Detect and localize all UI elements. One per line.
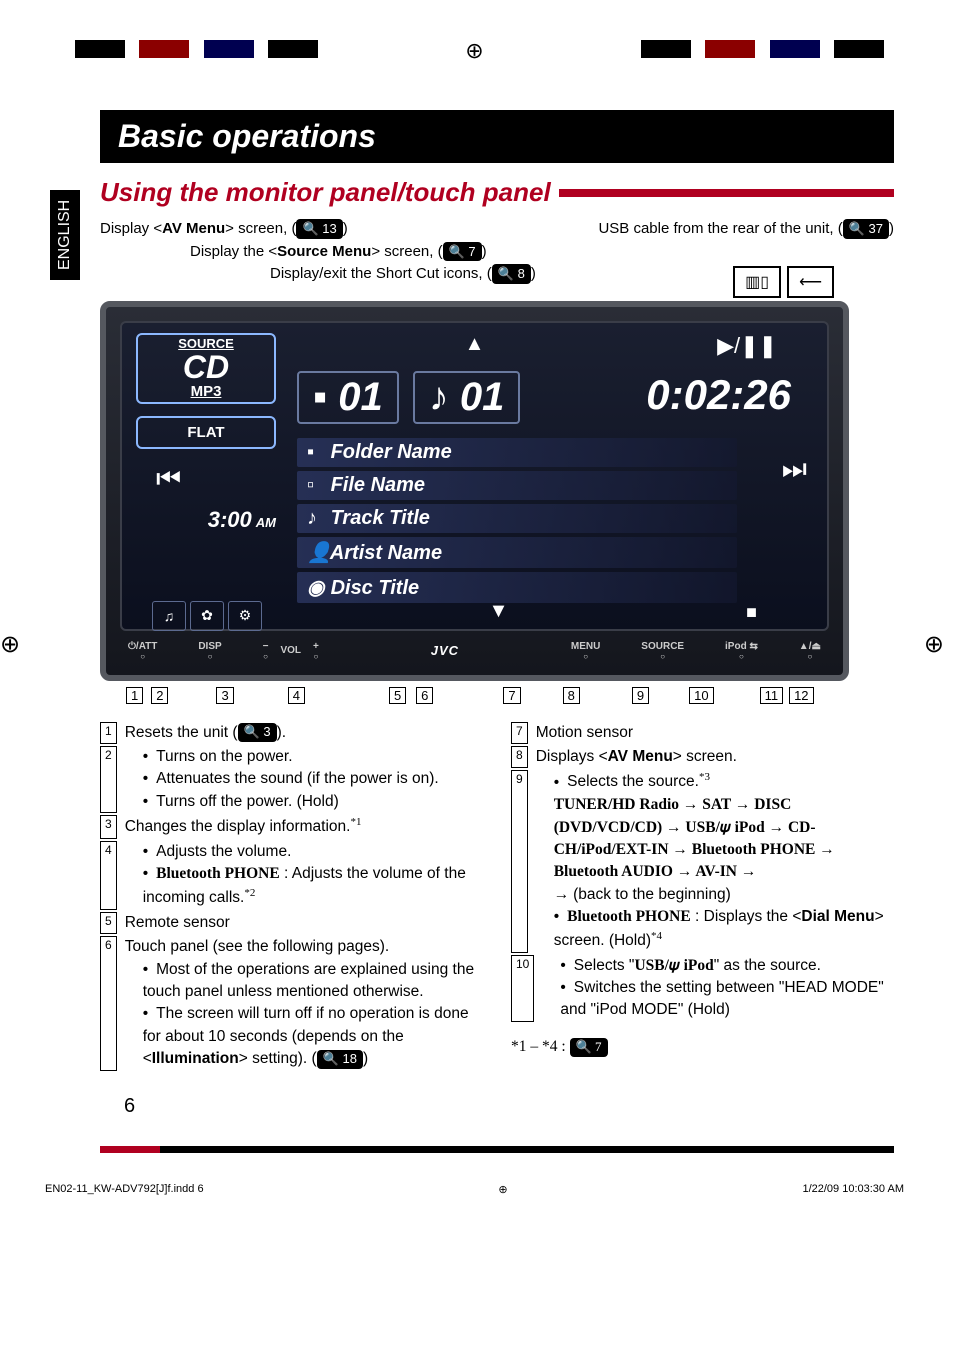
reg-block [75,40,125,58]
section-rule [559,189,894,197]
magnify-icon: 🔍 7 [570,1038,608,1057]
artist-name-line: 👤 Artist Name [297,537,737,568]
callout-text: Display < [100,220,162,237]
right-column: 7Motion sensor8Displays <AV Menu> screen… [511,722,894,1073]
footnote-reference: *1 – *4 : 🔍 7 [511,1036,894,1058]
shortcut-icon[interactable]: ♫ [152,601,186,631]
prev-track-icon[interactable]: ⏮ [156,463,181,496]
clock: 3:00AM [136,507,276,533]
print-metadata: EN02-11_KW-ADV792[J]f.indd 6 ⊕ 1/22/09 1… [45,1183,904,1196]
file-icon: ▫ [307,474,325,497]
usb-port-diagram: ▥▯ ⟵ [733,266,834,298]
att-button[interactable]: ⏻/ATT [128,641,157,661]
magnify-icon: 🔍 8 [492,264,531,284]
track-title-line: ♪ Track Title [297,504,737,533]
page-number: 6 [124,1095,135,1117]
reg-block [268,40,318,58]
menu-button[interactable]: MENU [571,641,600,661]
artist-icon: 👤 [307,540,325,565]
footer-timestamp: 1/22/09 10:03:30 AM [802,1183,904,1196]
vol-down-button[interactable]: − [263,641,269,661]
callout-text: > screen, ( [371,243,442,260]
down-arrow-icon[interactable]: ▼ [489,600,509,623]
reg-block [139,40,189,58]
device-panel: ▲ ▶/❚❚ SOURCE CD MP3 FLAT ⏮ 3:00AM ⏭ ▪ 0… [100,301,849,681]
callout-text: Display/exit the Short Cut icons, ( [270,265,492,282]
shortcut-icon[interactable]: ✿ [190,601,224,631]
shortcut-icon[interactable]: ⚙ [228,601,262,631]
crosshair-icon: ⊕ [924,630,944,659]
reg-block [770,40,820,58]
left-column: 1Resets the unit (🔍 3).2Turns on the pow… [100,722,483,1073]
vol-up-button[interactable]: + [313,641,319,661]
source-button[interactable]: SOURCE [641,641,684,661]
touch-screen[interactable]: ▲ ▶/❚❚ SOURCE CD MP3 FLAT ⏮ 3:00AM ⏭ ▪ 0… [120,321,829,631]
track-number: ♪ 01 [413,371,521,424]
footer-file: EN02-11_KW-ADV792[J]f.indd 6 [45,1183,204,1196]
crosshair-icon: ⊕ [465,38,483,64]
crosshair-icon: ⊕ [0,630,20,659]
callout-text: USB cable from the rear of the unit, ( [598,220,842,237]
pointer-numbers: 123456789101112 [100,687,849,704]
callout-bold: Source Menu [277,243,371,260]
play-pause-icon[interactable]: ▶/❚❚ [717,333,777,359]
section-title: Using the monitor panel/touch panel [100,177,551,208]
next-track-icon[interactable]: ⏭ [782,453,807,486]
jvc-logo: JVC [431,643,459,658]
magnify-icon: 🔍 37 [843,219,889,239]
folder-icon: ▪ [307,441,325,464]
source-mp3: MP3 [138,383,274,401]
up-arrow-icon[interactable]: ▲ [465,333,485,356]
eject-button[interactable]: ▲/⏏ [799,641,821,661]
source-box[interactable]: SOURCE CD MP3 [136,333,276,404]
language-tab: ENGLISH [50,190,80,280]
hard-button-strip: ⏻/ATT DISP − VOL + JVC MENU SOURCE iPod … [120,641,829,661]
shortcut-strip[interactable]: ♫ ✿ ⚙ [152,601,262,631]
reg-block [204,40,254,58]
reg-block [641,40,691,58]
magnify-icon: 🔍 13 [296,219,342,239]
elapsed-time: 0:02:26 [646,371,791,419]
source-cd: CD [138,351,274,383]
ipod-button[interactable]: iPod ⇆ [725,641,758,661]
reg-block [834,40,884,58]
callout-text: > screen, ( [225,220,296,237]
magnify-icon: 🔍 7 [443,242,482,262]
eq-box[interactable]: FLAT [136,416,276,449]
note-icon: ♪ [307,507,325,530]
disc-title-line: ◉ Disc Title [297,572,737,603]
folder-number: ▪ 01 [297,371,399,424]
callout-text: Display the < [190,243,277,260]
disp-button[interactable]: DISP [198,641,221,661]
callout-bold: AV Menu [162,220,225,237]
crosshair-icon: ⊕ [498,1183,507,1196]
registration-marks-top: ⊕ [55,40,894,70]
folder-name-line: ▪ Folder Name [297,438,737,467]
file-name-line: ▫ File Name [297,471,737,500]
stop-icon[interactable]: ■ [746,602,757,623]
vol-label: VOL [280,645,301,656]
reg-block [705,40,755,58]
usb-mini-icon: ⟵ [787,266,834,298]
page-footer-bar [100,1146,894,1153]
page-title: Basic operations [100,110,894,163]
usb-a-icon: ▥▯ [733,266,781,298]
disc-icon: ◉ [307,575,325,600]
